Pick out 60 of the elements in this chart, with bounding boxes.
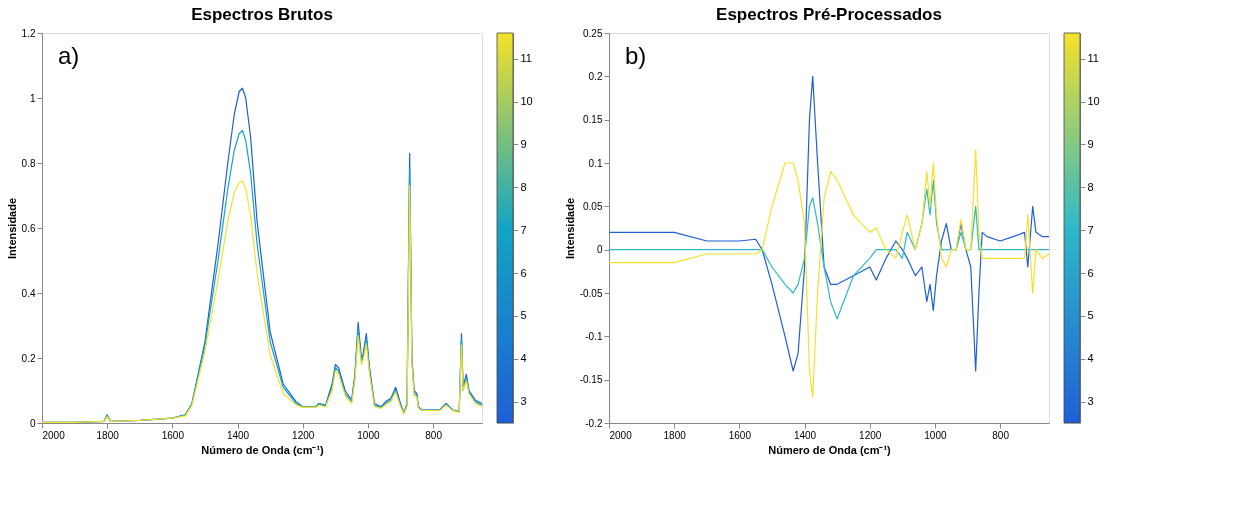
annotation: b) [625,42,647,69]
x-tick-label: 2000 [609,429,633,441]
y-tick-label: 0 [596,244,603,256]
y-tick-label: 1.2 [21,27,36,39]
color-bar-label: 9 [1087,137,1094,150]
line-series [608,75,1050,372]
x-tick-label: 1400 [226,429,250,441]
y-tick-label: -0.1 [585,330,603,342]
x-axis-title: Número de Onda (cm⁻¹) [768,443,892,456]
y-tick-label: 0.8 [21,157,36,169]
x-tick-label: 1800 [96,429,120,441]
chart-title: Espectros Pré-Processados [716,5,942,24]
x-tick-label: 1000 [924,429,947,441]
y-tick-label: 0.15 [583,114,603,126]
x-tick-label: 1200 [859,429,882,441]
color-bar-label: 10 [520,95,533,108]
color-bar-label: 4 [520,352,527,365]
color-bar-label: 7 [520,223,527,236]
x-tick-label: 1600 [161,429,185,441]
y-tick-label: 0.1 [588,157,603,169]
y-tick-label: -0.15 [579,374,603,386]
x-tick-label: 1200 [292,429,315,441]
x-axis-title: Número de Onda (cm⁻¹) [201,443,325,456]
y-tick-label: 1 [29,92,36,104]
x-tick-label: 800 [992,429,1010,441]
color-bar-label: 8 [1087,180,1094,193]
color-bar-label: 4 [1087,352,1094,365]
annotation: a) [58,42,80,69]
y-tick-label: 0.25 [583,27,603,39]
line-series [608,149,1050,398]
x-tick-label: 1400 [793,429,817,441]
x-tick-label: 2000 [42,429,66,441]
y-tick-label: 0 [29,417,36,429]
x-tick-label: 800 [425,429,443,441]
color-bar-label: 11 [1087,52,1099,65]
color-bar-label: 11 [520,52,532,65]
y-tick-label: 0.2 [588,70,603,82]
y-tick-label: 0.2 [21,352,36,364]
color-bar-label: 9 [520,137,527,150]
y-axis-title: Intensidade [5,197,18,260]
y-tick-label: 0.05 [583,200,603,212]
chart-title: Espectros Brutos [191,5,333,24]
x-tick-label: 1000 [357,429,380,441]
color-bar-label: 3 [1087,395,1094,408]
color-bar-label: 5 [1087,309,1094,322]
y-tick-label: 0.4 [21,287,36,299]
y-tick-label: 0.6 [21,222,36,234]
color-bar-label: 5 [520,309,527,322]
line-series [608,179,1050,320]
color-bar-label: 7 [1087,223,1094,236]
color-bar-label: 8 [520,180,527,193]
color-bar-label: 3 [520,395,527,408]
y-tick-label: -0.05 [579,287,603,299]
y-axis-title: Intensidade [563,197,576,260]
y-tick-label: -0.2 [585,417,603,429]
x-tick-label: 1800 [663,429,687,441]
x-tick-label: 1600 [728,429,752,441]
color-bar-label: 6 [520,266,527,279]
color-bar-label: 10 [1087,95,1100,108]
color-bar-label: 6 [1087,266,1094,279]
